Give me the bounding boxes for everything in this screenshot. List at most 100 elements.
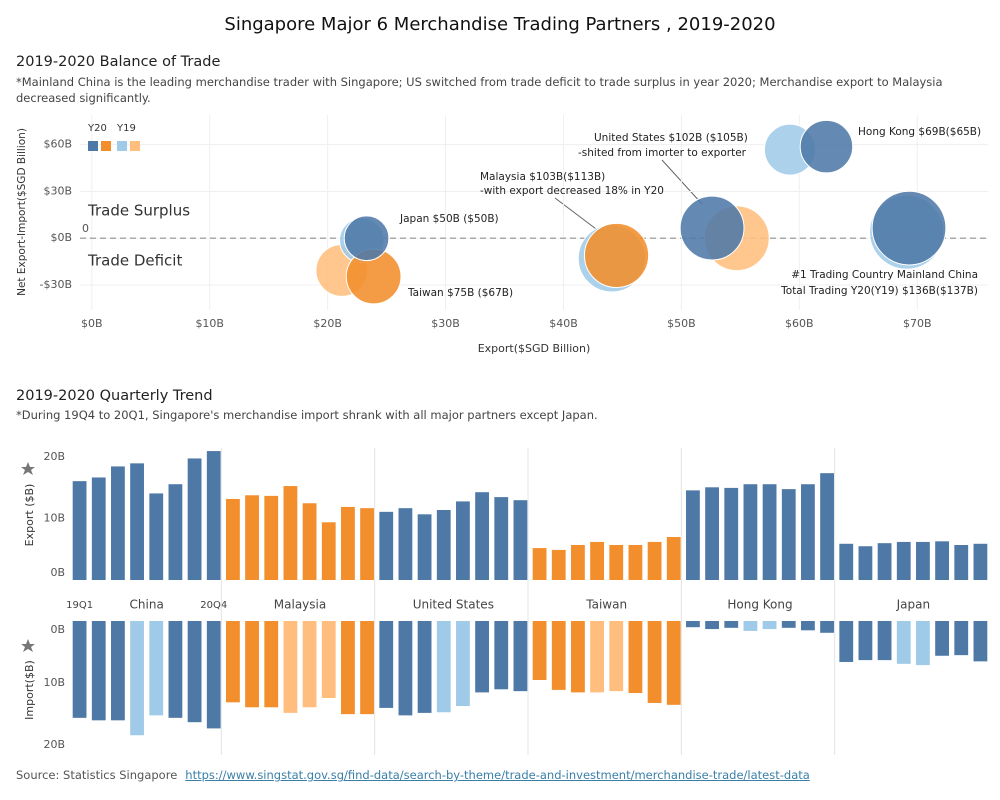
y-tick-label: 0B [50, 566, 65, 579]
source-label: Source: Statistics Singapore [16, 768, 178, 782]
export-bar [762, 484, 777, 580]
import-bar [705, 621, 719, 630]
export-bar [781, 489, 796, 580]
import-bar [973, 621, 988, 662]
legend-label: Y20 [87, 123, 107, 134]
y-axis-title: Net Export-Import($SGD Billion) [16, 128, 28, 296]
annotation: Taiwan $75B ($67B) [407, 287, 513, 299]
import-bar [724, 621, 739, 628]
export-bar [935, 541, 949, 580]
import-bar [475, 621, 489, 693]
export-bar [111, 466, 125, 580]
panel-label: United States [413, 598, 494, 612]
reference-label: 0 [82, 222, 89, 235]
annotation: -with export decreased 18% in Y20 [480, 185, 664, 197]
import-bar [226, 621, 240, 703]
region-label: Trade Deficit [87, 252, 182, 270]
section-title: 2019-2020 Balance of Trade [16, 54, 221, 70]
import-bar [839, 621, 854, 662]
import-bar [609, 621, 624, 692]
star-icon [21, 639, 35, 652]
y-axis-title: Import($B) [23, 660, 36, 720]
export-bar [475, 492, 489, 580]
annotation: -shited from imorter to exporter [578, 147, 747, 159]
import-bar [686, 621, 700, 628]
x-tick-label: $70B [903, 317, 932, 330]
import-bar [341, 621, 355, 715]
export-bar [360, 508, 374, 580]
export-bar [245, 495, 259, 580]
panel-label: Taiwan [585, 598, 627, 612]
import-bar [149, 621, 164, 716]
export-bar [72, 481, 87, 580]
bubble [871, 190, 947, 266]
x-tick-label: $20B [313, 317, 342, 330]
import-bar [743, 621, 758, 631]
export-bar [551, 549, 566, 580]
export-bar [743, 484, 758, 580]
import-bar [858, 621, 873, 661]
legend-swatch [130, 141, 140, 151]
bubble [343, 215, 390, 262]
y-tick-label: $30B [43, 184, 72, 197]
bubble [799, 119, 854, 174]
export-bar [590, 541, 604, 580]
y-tick-label: 20B [43, 738, 65, 751]
import-bar [647, 621, 662, 703]
y-tick-label: -$30B [39, 278, 72, 291]
legend-swatch [117, 141, 127, 151]
export-bar [628, 545, 643, 580]
y-tick-label: 20B [43, 450, 65, 463]
legend-swatch [88, 141, 98, 151]
import-bar [494, 621, 509, 690]
import-bar [551, 621, 566, 690]
import-bar [72, 621, 87, 718]
y-tick-label: 0B [50, 623, 65, 636]
y-tick-label: $0B [50, 231, 72, 244]
x-tick-label: $50B [667, 317, 696, 330]
export-bar [456, 501, 470, 580]
export-bar [226, 498, 240, 580]
import-bar [302, 621, 317, 708]
export-bar [705, 487, 719, 580]
x-tick-label: $30B [431, 317, 460, 330]
import-bar [820, 621, 834, 633]
import-bar [801, 621, 815, 631]
source-link[interactable]: https://www.singstat.gov.sg/find-data/se… [185, 768, 810, 782]
import-bar [935, 621, 949, 656]
export-bar [820, 473, 834, 580]
export-bar [647, 541, 662, 580]
import-bar [168, 621, 183, 718]
export-bar [341, 506, 355, 580]
export-bar [973, 543, 988, 580]
export-bar [877, 543, 892, 580]
x-tick-label: $60B [785, 317, 814, 330]
bubble [583, 222, 650, 288]
import-bar [590, 621, 604, 693]
x-axis-title: Export($SGD Billion) [478, 342, 591, 355]
import-bar [130, 621, 144, 736]
legend-label: Y19 [116, 123, 136, 134]
export-bar [801, 484, 815, 580]
export-bar [302, 503, 317, 580]
x-tick-label: 19Q1 [66, 600, 93, 611]
export-bar [609, 545, 624, 580]
section-subtitle: *Mainland China is the leading merchandi… [16, 75, 943, 105]
import-bar [896, 621, 911, 664]
bubble [679, 195, 745, 261]
import-bar [283, 621, 298, 713]
panel-label: China [130, 598, 164, 612]
export-bar [130, 463, 144, 580]
y-tick-label: 10B [43, 512, 65, 525]
export-bar [187, 458, 202, 580]
export-bar [724, 487, 739, 580]
import-bar [360, 621, 374, 715]
annotation: Japan $50B ($50B) [399, 213, 499, 225]
export-bar [283, 486, 298, 580]
import-bar [456, 621, 470, 707]
export-bar [571, 545, 585, 580]
import-bar [245, 621, 259, 708]
import-bar [111, 621, 125, 721]
